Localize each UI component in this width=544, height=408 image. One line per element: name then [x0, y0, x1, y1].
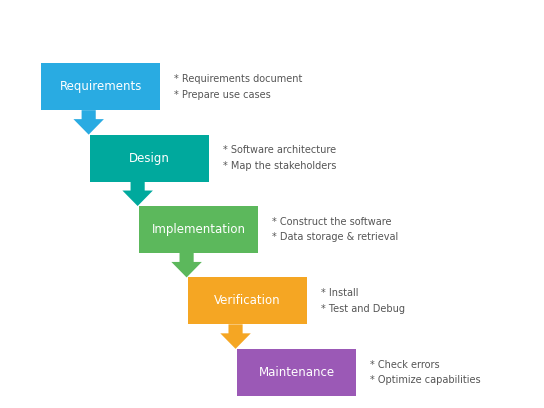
- Polygon shape: [73, 110, 104, 135]
- Text: Design: Design: [129, 152, 170, 164]
- Text: * Construct the software
* Data storage & retrieval: * Construct the software * Data storage …: [272, 217, 398, 242]
- Text: Requirements: Requirements: [59, 80, 142, 93]
- Text: Maintenance: Maintenance: [258, 366, 335, 379]
- Polygon shape: [220, 324, 251, 349]
- Text: Verification: Verification: [214, 295, 281, 307]
- FancyBboxPatch shape: [41, 63, 160, 110]
- Text: * Check errors
* Optimize capabilities: * Check errors * Optimize capabilities: [370, 359, 480, 385]
- Text: Implementation: Implementation: [152, 223, 245, 236]
- Text: * Software architecture
* Map the stakeholders: * Software architecture * Map the stakeh…: [223, 145, 336, 171]
- Text: * Install
* Test and Debug: * Install * Test and Debug: [321, 288, 405, 314]
- Polygon shape: [171, 253, 202, 277]
- FancyBboxPatch shape: [139, 206, 258, 253]
- Text: * Requirements document
* Prepare use cases: * Requirements document * Prepare use ca…: [174, 74, 302, 100]
- FancyBboxPatch shape: [90, 135, 209, 182]
- Polygon shape: [122, 182, 153, 206]
- FancyBboxPatch shape: [188, 277, 307, 324]
- FancyBboxPatch shape: [237, 349, 356, 396]
